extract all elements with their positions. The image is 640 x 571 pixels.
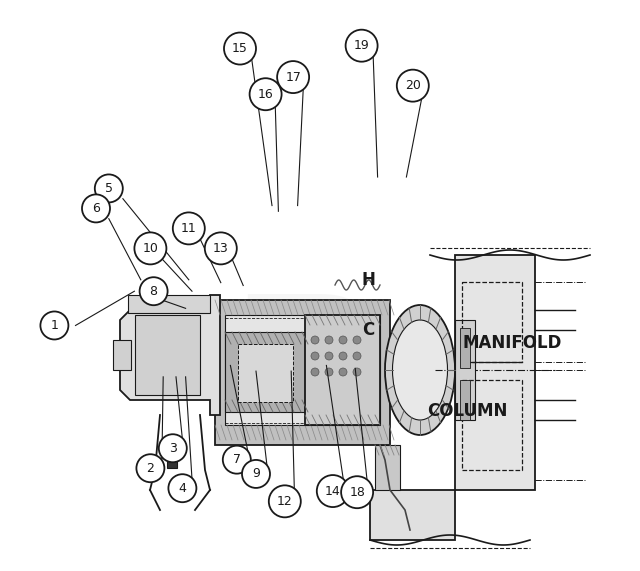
Circle shape — [353, 336, 361, 344]
Bar — [128, 295, 210, 313]
Circle shape — [311, 352, 319, 360]
Text: 7: 7 — [233, 453, 241, 466]
Circle shape — [159, 434, 187, 463]
Text: 18: 18 — [349, 486, 365, 498]
Bar — [460, 380, 470, 420]
Bar — [455, 255, 535, 490]
Text: 9: 9 — [252, 468, 260, 480]
Circle shape — [325, 336, 333, 344]
Text: 13: 13 — [213, 242, 228, 255]
Text: 19: 19 — [354, 39, 369, 52]
Circle shape — [82, 194, 110, 223]
Circle shape — [205, 232, 237, 264]
Text: 15: 15 — [232, 42, 248, 55]
Circle shape — [250, 78, 282, 110]
Bar — [225, 315, 380, 425]
Circle shape — [339, 352, 347, 360]
Circle shape — [134, 232, 166, 264]
Text: 3: 3 — [169, 442, 177, 455]
Text: 2: 2 — [147, 462, 154, 475]
Circle shape — [224, 33, 256, 65]
Text: 11: 11 — [181, 222, 196, 235]
Circle shape — [325, 368, 333, 376]
Circle shape — [341, 476, 373, 508]
Text: H: H — [361, 271, 375, 289]
Circle shape — [40, 311, 68, 340]
Bar — [167, 456, 177, 468]
Text: 20: 20 — [405, 79, 420, 92]
Text: 1: 1 — [51, 319, 58, 332]
Circle shape — [277, 61, 309, 93]
Text: 12: 12 — [277, 495, 292, 508]
Bar — [135, 315, 200, 395]
Text: 6: 6 — [92, 202, 100, 215]
Circle shape — [311, 368, 319, 376]
Circle shape — [269, 485, 301, 517]
Text: 8: 8 — [150, 285, 157, 297]
Circle shape — [168, 474, 196, 502]
Circle shape — [397, 70, 429, 102]
Circle shape — [242, 460, 270, 488]
Bar — [238, 344, 293, 402]
Bar — [462, 282, 522, 362]
Text: C: C — [362, 321, 374, 339]
Circle shape — [339, 336, 347, 344]
Text: COLUMN: COLUMN — [427, 402, 508, 420]
Text: 5: 5 — [105, 182, 113, 195]
Circle shape — [317, 475, 349, 507]
Circle shape — [339, 368, 347, 376]
Circle shape — [311, 336, 319, 344]
Circle shape — [346, 30, 378, 62]
Polygon shape — [120, 295, 220, 415]
Text: 17: 17 — [285, 71, 301, 83]
Text: 16: 16 — [258, 88, 273, 100]
Circle shape — [173, 212, 205, 244]
Circle shape — [95, 174, 123, 203]
Bar — [225, 332, 305, 412]
Circle shape — [140, 277, 168, 305]
Bar — [455, 320, 475, 420]
Text: B: B — [239, 289, 381, 451]
Bar — [375, 445, 400, 490]
Bar — [460, 328, 470, 368]
Circle shape — [353, 368, 361, 376]
Circle shape — [325, 352, 333, 360]
Bar — [462, 380, 522, 470]
Bar — [215, 300, 390, 445]
Bar — [305, 315, 380, 425]
Text: 14: 14 — [325, 485, 340, 497]
Circle shape — [136, 454, 164, 482]
Circle shape — [353, 352, 361, 360]
Text: 4: 4 — [179, 482, 186, 494]
Circle shape — [223, 445, 251, 474]
Ellipse shape — [392, 320, 447, 420]
Ellipse shape — [385, 305, 455, 435]
Text: MANIFOLD: MANIFOLD — [462, 333, 562, 352]
Bar — [113, 340, 131, 370]
Text: 10: 10 — [143, 242, 158, 255]
Bar — [370, 490, 455, 540]
